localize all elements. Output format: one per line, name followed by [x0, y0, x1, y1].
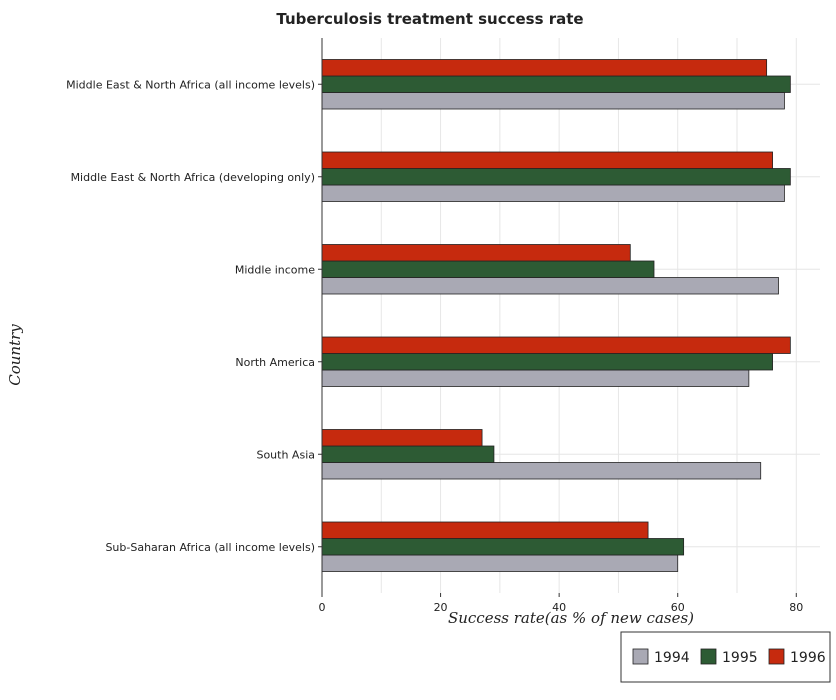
bar-1994 — [321, 92, 785, 110]
y-axis-label: Country — [6, 324, 24, 386]
bar-1996 — [321, 59, 768, 77]
grid — [321, 38, 820, 593]
bars — [321, 59, 791, 572]
legend-box — [620, 631, 831, 683]
y-tick-label: Middle East & North Africa (all income l… — [66, 78, 315, 91]
bar-1996 — [321, 429, 483, 447]
bar-1994 — [321, 184, 785, 202]
legend-swatch-1994 — [632, 648, 649, 665]
bar-1995 — [321, 353, 773, 371]
legend-label-1995: 1995 — [722, 650, 758, 666]
bar-1994 — [321, 554, 679, 572]
bar-1994 — [321, 369, 750, 387]
y-tick-label: North America — [235, 356, 315, 369]
bar-1995 — [321, 538, 685, 556]
bar-1996 — [321, 336, 791, 354]
bar-1994 — [321, 277, 779, 295]
x-tick-label: 80 — [789, 601, 803, 614]
x-tick-label: 40 — [552, 601, 566, 614]
bar-1995 — [321, 260, 655, 278]
legend-swatch-1996 — [768, 648, 785, 665]
y-tick-label: Middle East & North Africa (developing o… — [71, 171, 315, 184]
bar-1996 — [321, 151, 773, 169]
x-tick-label: 60 — [671, 601, 685, 614]
bar-1996 — [321, 244, 631, 262]
y-tick-label: Sub-Saharan Africa (all income levels) — [105, 541, 315, 554]
y-tick-label: South Asia — [256, 448, 315, 461]
chart-title: Tuberculosis treatment success rate — [276, 10, 583, 28]
legend-label-1994: 1994 — [654, 650, 690, 666]
ticks: 0 20 40 60 80 Middle East & North Africa (all… — [66, 78, 803, 614]
x-tick-label: 20 — [434, 601, 448, 614]
bar-1995 — [321, 168, 791, 186]
bar-1996 — [321, 521, 649, 539]
legend-swatch-1995 — [700, 648, 717, 665]
bar-1995 — [321, 445, 495, 463]
bar-1995 — [321, 75, 791, 93]
legend: 1994 1995 1996 — [620, 631, 831, 683]
y-tick-label: Middle income — [235, 263, 315, 276]
legend-label-1996: 1996 — [790, 650, 826, 666]
x-tick-label: 0 — [319, 601, 326, 614]
x-axis-label: Success rate(as % of new cases) — [448, 609, 694, 627]
bar-1994 — [321, 462, 762, 480]
